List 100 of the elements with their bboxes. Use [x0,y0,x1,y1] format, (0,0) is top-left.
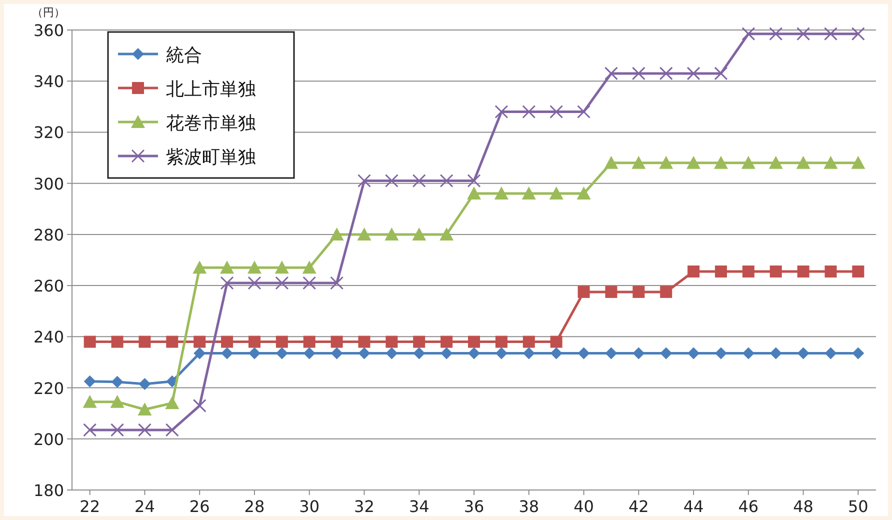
point [522,186,536,200]
point [550,347,562,360]
point [495,336,508,348]
point [302,276,316,290]
point [221,347,234,360]
y-axis-title: （円） [32,6,65,19]
point [303,336,316,348]
point [384,174,398,188]
point [578,286,590,298]
point [138,423,152,437]
point [275,276,289,290]
point [192,260,207,274]
point [303,347,316,360]
point [494,186,508,200]
point [688,347,700,360]
point [138,402,152,416]
x-tick-label: 40 [574,497,594,516]
point [138,378,151,390]
legend-label: 北上市単独 [166,79,256,100]
point [386,347,398,360]
point [440,174,454,188]
legend-label: 紫波町単独 [166,147,256,168]
point [714,156,728,169]
point [138,336,151,348]
point [221,336,234,348]
point [165,423,179,437]
point [330,347,343,360]
point [714,266,727,278]
point [797,266,810,278]
point [824,347,837,360]
y-tick-label: 320 [33,123,64,142]
point [660,286,672,298]
point [577,105,591,119]
point [686,66,700,80]
point [357,174,371,188]
point [413,347,426,360]
x-tick-label: 32 [354,497,374,516]
y-tick-label: 300 [33,174,64,194]
point [330,336,343,348]
point [632,286,645,298]
point [688,266,700,278]
point [659,156,674,169]
x-tick-label: 38 [518,497,540,516]
point [576,186,591,200]
x-tick-label: 30 [299,497,320,516]
point [714,66,728,80]
x-tick-label: 22 [80,497,100,516]
point [604,156,618,169]
x-tick-label: 50 [848,497,868,516]
point [165,396,180,410]
point [440,227,454,240]
point [194,336,206,348]
point [110,394,124,408]
point [768,156,783,169]
point [797,347,810,360]
point [741,156,756,169]
point [440,347,453,360]
point [714,347,727,360]
point [357,227,372,240]
point [166,336,178,348]
point [440,336,453,348]
point [358,336,370,348]
point [220,276,234,290]
point [550,105,564,119]
point [84,375,96,388]
point [604,66,618,80]
point [742,27,756,41]
point [192,398,206,412]
point [82,394,97,408]
point [742,266,754,278]
x-tick-label: 36 [464,497,484,516]
x-tick-label: 46 [738,497,759,516]
point [851,27,865,41]
point [824,156,838,169]
x-tick-label: 44 [683,497,704,516]
point [358,347,370,360]
point [770,266,782,278]
point [852,347,864,360]
point [742,347,754,360]
point [276,336,288,348]
point [522,336,535,348]
y-tick-label: 340 [33,72,64,92]
x-tick-label: 42 [628,497,649,516]
point [248,336,260,348]
point [605,286,618,298]
point [330,227,344,240]
point [468,336,480,348]
point [769,27,783,41]
point [770,347,782,360]
point [413,336,426,348]
point [522,105,536,119]
point [84,336,96,348]
y-tick-label: 200 [33,430,64,449]
x-tick-label: 34 [408,497,430,516]
point [467,186,481,200]
y-tick-label: 180 [33,481,64,500]
point [824,27,838,41]
point [248,347,260,360]
point [632,156,646,169]
point [494,105,508,119]
